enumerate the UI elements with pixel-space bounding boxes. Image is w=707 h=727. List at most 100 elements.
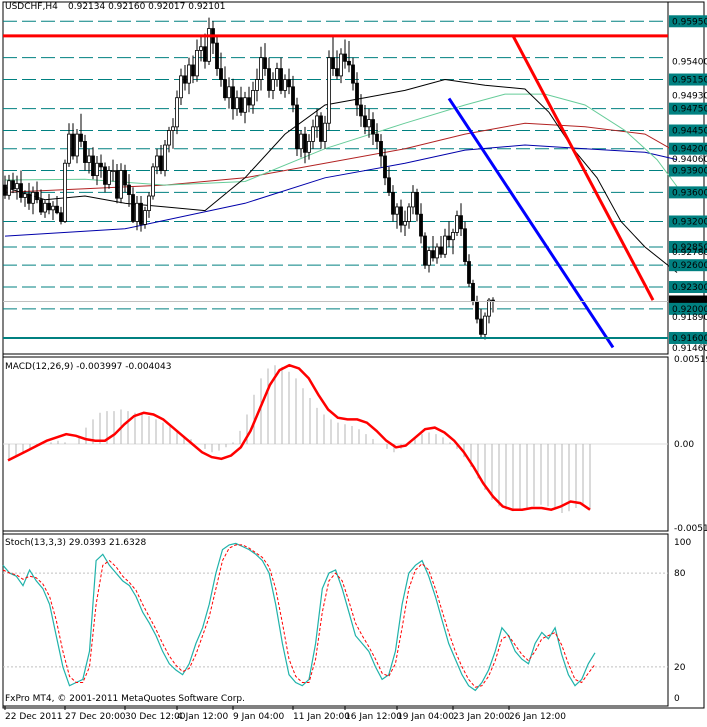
pane-frame-3 bbox=[2, 533, 669, 707]
price-label-bg bbox=[669, 240, 707, 253]
candle-body bbox=[187, 64, 191, 84]
candle-body bbox=[263, 57, 267, 70]
price-axis-label: 0.92000 bbox=[672, 305, 707, 315]
candle-body bbox=[419, 213, 423, 237]
candle-body bbox=[143, 210, 147, 225]
candle-body bbox=[271, 79, 275, 91]
stoch-title: Stoch(13,3,3) 29.0393 21.6328 bbox=[5, 538, 146, 548]
candle-body bbox=[19, 183, 23, 198]
price-label-bg bbox=[669, 164, 707, 177]
candle-body bbox=[395, 206, 399, 215]
candle-body bbox=[327, 57, 331, 124]
candle-body bbox=[23, 193, 27, 198]
candle-body bbox=[191, 64, 195, 77]
candle-body bbox=[11, 180, 15, 190]
candle-body bbox=[275, 68, 279, 80]
candle-body bbox=[291, 86, 295, 106]
candle-body bbox=[95, 162, 99, 177]
price-label-bg bbox=[669, 142, 707, 155]
candle-body bbox=[107, 170, 111, 185]
candle-body bbox=[31, 191, 35, 204]
candle-body bbox=[179, 75, 183, 99]
candle-body bbox=[3, 184, 7, 196]
time-axis-label: 26 Jan 12:00 bbox=[509, 712, 566, 722]
candle-body bbox=[47, 202, 51, 211]
candle-body bbox=[319, 115, 323, 142]
candle-body bbox=[487, 299, 491, 317]
candle-body bbox=[391, 191, 395, 215]
candle-body bbox=[7, 180, 11, 196]
price-label-bg bbox=[669, 281, 707, 294]
time-axis-label: 11 Jan 20:00 bbox=[293, 712, 350, 722]
candle-body bbox=[131, 194, 135, 222]
candle-body bbox=[35, 191, 39, 201]
candle-body bbox=[251, 90, 255, 106]
candle-body bbox=[135, 202, 139, 222]
candle-body bbox=[51, 205, 55, 211]
price-axis-label: 0.92780 bbox=[672, 248, 707, 258]
price-label-bg bbox=[669, 259, 707, 272]
candle-body bbox=[255, 79, 259, 91]
price-label-bg bbox=[669, 215, 707, 228]
candle-body bbox=[111, 170, 115, 172]
price-axis-label: 0.95400 bbox=[672, 57, 707, 67]
candle-body bbox=[459, 215, 463, 230]
price-axis-label: 0.94060 bbox=[672, 155, 707, 165]
moving-average-green bbox=[4, 93, 678, 187]
price-axis-label: 0.93900 bbox=[672, 167, 707, 177]
candle-body bbox=[331, 57, 335, 70]
price-axis-label: 0.95950 bbox=[672, 17, 707, 27]
candle-body bbox=[475, 301, 479, 320]
price-axis-label: 0.93200 bbox=[672, 217, 707, 227]
pane-frames bbox=[2, 1, 705, 709]
candle-body bbox=[463, 228, 467, 262]
candle-body bbox=[75, 133, 79, 157]
candle-body bbox=[287, 79, 291, 88]
trendline-red bbox=[511, 35, 655, 301]
candle-body bbox=[239, 97, 243, 113]
macd-pane: 0.00519 0.00 -0.00512 bbox=[3, 355, 707, 534]
candle-body bbox=[447, 235, 451, 241]
price-label-bg bbox=[669, 331, 707, 344]
candle-body bbox=[299, 133, 303, 150]
candle-body bbox=[119, 170, 123, 199]
candle-body bbox=[123, 170, 127, 186]
candle-body bbox=[71, 133, 75, 157]
candle-body bbox=[315, 115, 319, 128]
candle-body bbox=[403, 221, 407, 226]
x-axis: 22 Dec 2011 27 Dec 20:00 30 Dec 12:004 Jan… bbox=[4, 706, 566, 722]
candle-body bbox=[323, 122, 327, 142]
candle-body bbox=[399, 206, 403, 226]
candle-body bbox=[207, 28, 211, 62]
stoch-axis-label: 0 bbox=[674, 694, 680, 704]
candle-body bbox=[467, 261, 471, 284]
candle-body bbox=[159, 155, 163, 171]
candle-body bbox=[139, 202, 143, 225]
candle-body bbox=[147, 195, 151, 211]
candle-body bbox=[483, 315, 487, 335]
candle-body bbox=[375, 133, 379, 142]
candle-body bbox=[183, 75, 187, 84]
time-axis-label: 9 Jan 04:00 bbox=[233, 712, 285, 722]
price-label-bg bbox=[669, 15, 707, 28]
time-axis-label: 16 Jan 12:00 bbox=[345, 712, 402, 722]
candle-body bbox=[27, 193, 31, 204]
candle-body bbox=[247, 97, 251, 106]
price-axis-label: 0.92101 bbox=[672, 298, 707, 308]
candle-body bbox=[311, 126, 315, 142]
candle-body bbox=[127, 184, 131, 195]
candle-body bbox=[115, 170, 119, 199]
candle-body bbox=[219, 68, 223, 80]
price-title: USDCHF,H4 bbox=[5, 2, 58, 12]
time-axis-label: 22 Dec 2011 bbox=[5, 712, 63, 722]
candle-body bbox=[359, 104, 363, 117]
price-label-bg bbox=[669, 186, 707, 199]
macd-axis-label: 0.00519 bbox=[674, 355, 707, 365]
price-pane: 0.95950 0.95400 0.95150 0.94930 0.94750 0.944… bbox=[3, 15, 707, 354]
price-label-bg bbox=[669, 302, 707, 315]
candle-body bbox=[295, 104, 299, 150]
candle-body bbox=[383, 155, 387, 179]
candle-body bbox=[443, 235, 447, 255]
candle-body bbox=[343, 53, 347, 62]
